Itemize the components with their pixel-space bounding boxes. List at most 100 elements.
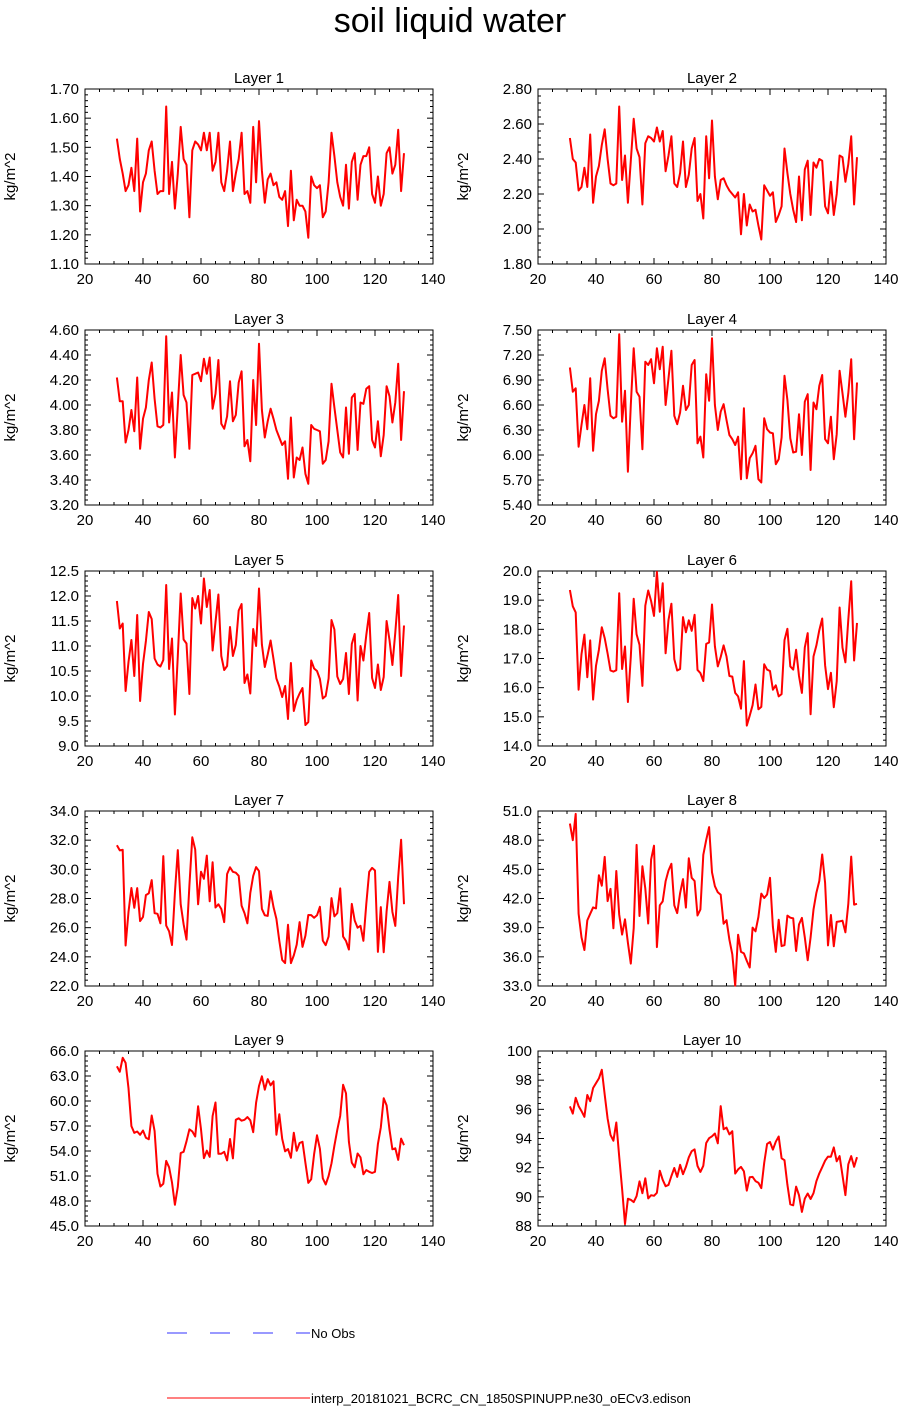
x-tick-label-3-4: 100 xyxy=(304,512,329,529)
y-tick-label-5-1: 9.5 xyxy=(58,713,79,730)
x-tick-label-1-6: 140 xyxy=(420,271,445,288)
y-tick-label-8-1: 36.0 xyxy=(503,949,532,966)
x-tick-label-4-1: 40 xyxy=(588,512,605,529)
panel-layer-7: Layer 7 kg/m^2 20 40 60 80 100 120 140 22.0 24.0 26… xyxy=(2,792,446,1010)
y-tick-label-10-1: 90 xyxy=(515,1189,532,1206)
x-tick-label-7-2: 60 xyxy=(193,993,210,1010)
y-tick-label-4-6: 7.20 xyxy=(503,347,532,364)
y-tick-label-4-7: 7.50 xyxy=(503,322,532,339)
y-tick-label-8-4: 45.0 xyxy=(503,861,532,878)
x-tick-label-5-6: 140 xyxy=(420,753,445,770)
plot-frame-8 xyxy=(537,810,887,987)
y-tick-label-2-5: 2.80 xyxy=(503,81,532,98)
series-line-5-model xyxy=(115,577,405,726)
y-tick-label-5-5: 11.5 xyxy=(51,613,79,630)
y-tick-label-9-6: 63.0 xyxy=(50,1068,79,1085)
x-tick-label-6-3: 80 xyxy=(704,753,721,770)
y-tick-label-6-1: 15.0 xyxy=(503,709,532,726)
x-tick-label-8-6: 140 xyxy=(873,993,898,1010)
series-line-3-model xyxy=(115,335,405,485)
y-tick-label-4-3: 6.30 xyxy=(503,422,532,439)
series-line-10-model xyxy=(568,1068,858,1225)
y-tick-label-3-7: 4.60 xyxy=(50,322,79,339)
y-axis-label-5: kg/m^2 xyxy=(2,635,19,683)
panel-layer-5: Layer 5 kg/m^2 20 40 60 80 100 120 140 9.0 9.5 10.0… xyxy=(2,552,446,770)
panel-layer-2: Layer 2 kg/m^2 20 40 60 80 100 120 140 1.80 2.00 2.… xyxy=(455,70,899,288)
y-axis-label-10: kg/m^2 xyxy=(455,1115,472,1163)
series-line-7-model xyxy=(116,836,405,965)
y-tick-label-5-3: 10.5 xyxy=(50,663,79,680)
y-tick-label-2-0: 1.80 xyxy=(503,256,532,273)
y-axis-label-8: kg/m^2 xyxy=(455,875,472,923)
x-tick-label-6-0: 20 xyxy=(530,753,547,770)
legend-no-obs-label: No Obs xyxy=(311,1326,356,1341)
y-tick-label-5-4: 11.0 xyxy=(51,638,79,655)
x-tick-label-9-2: 60 xyxy=(193,1233,210,1250)
x-tick-label-2-4: 100 xyxy=(757,271,782,288)
y-tick-label-6-6: 20.0 xyxy=(503,563,532,580)
x-tick-label-8-0: 20 xyxy=(530,993,547,1010)
y-tick-label-4-5: 6.90 xyxy=(503,372,532,389)
y-axis-label-4: kg/m^2 xyxy=(455,394,472,442)
y-tick-label-7-3: 28.0 xyxy=(50,891,79,908)
x-tick-label-4-2: 60 xyxy=(646,512,663,529)
y-tick-label-7-5: 32.0 xyxy=(50,832,79,849)
x-tick-label-4-5: 120 xyxy=(815,512,840,529)
y-tick-label-3-6: 4.40 xyxy=(50,347,79,364)
y-tick-label-1-1: 1.20 xyxy=(50,227,79,244)
y-tick-label-7-4: 30.0 xyxy=(50,861,79,878)
panel-layer-9: Layer 9 kg/m^2 20 40 60 80 100 120 140 45.0 48.0 51… xyxy=(2,1032,446,1250)
x-tick-label-6-1: 40 xyxy=(588,753,605,770)
x-tick-label-1-1: 40 xyxy=(135,271,152,288)
panel-title-9: Layer 9 xyxy=(234,1032,284,1049)
y-tick-label-1-3: 1.40 xyxy=(50,169,79,186)
y-tick-label-4-1: 5.70 xyxy=(503,472,532,489)
x-tick-label-7-6: 140 xyxy=(420,993,445,1010)
y-tick-label-3-5: 4.20 xyxy=(50,372,79,389)
x-tick-label-1-0: 20 xyxy=(77,271,94,288)
y-tick-label-2-3: 2.40 xyxy=(503,151,532,168)
x-tick-label-8-2: 60 xyxy=(646,993,663,1010)
panel-title-5: Layer 5 xyxy=(234,552,284,569)
x-tick-label-4-4: 100 xyxy=(757,512,782,529)
x-tick-label-6-6: 140 xyxy=(873,753,898,770)
x-tick-label-9-4: 100 xyxy=(304,1233,329,1250)
x-tick-label-10-1: 40 xyxy=(588,1233,605,1250)
x-tick-label-3-0: 20 xyxy=(77,512,94,529)
y-tick-label-10-2: 92 xyxy=(515,1160,532,1177)
y-tick-label-6-3: 17.0 xyxy=(503,651,532,668)
y-tick-label-7-6: 34.0 xyxy=(50,803,79,820)
y-tick-label-4-0: 5.40 xyxy=(503,497,532,514)
x-tick-label-10-2: 60 xyxy=(646,1233,663,1250)
y-tick-label-5-7: 12.5 xyxy=(50,563,79,580)
y-tick-label-10-5: 98 xyxy=(515,1072,532,1089)
panel-title-7: Layer 7 xyxy=(234,792,284,809)
x-tick-label-8-3: 80 xyxy=(704,993,721,1010)
series-line-1-model xyxy=(115,105,405,239)
y-tick-label-6-0: 14.0 xyxy=(503,738,532,755)
y-tick-label-8-2: 39.0 xyxy=(503,920,532,937)
y-tick-label-4-2: 6.00 xyxy=(503,447,532,464)
x-tick-label-10-0: 20 xyxy=(530,1233,547,1250)
x-tick-label-3-5: 120 xyxy=(362,512,387,529)
y-tick-label-9-1: 48.0 xyxy=(50,1193,79,1210)
x-tick-label-7-5: 120 xyxy=(362,993,387,1010)
panel-layer-10: Layer 10 kg/m^2 20 40 60 80 100 120 140 88 90 92 94 9… xyxy=(455,1032,899,1250)
x-tick-label-8-1: 40 xyxy=(588,993,605,1010)
y-tick-label-10-4: 96 xyxy=(515,1101,532,1118)
x-tick-label-8-5: 120 xyxy=(815,993,840,1010)
y-tick-label-1-5: 1.60 xyxy=(50,110,79,127)
x-tick-label-9-1: 40 xyxy=(135,1233,152,1250)
x-tick-label-4-0: 20 xyxy=(530,512,547,529)
x-tick-label-8-4: 100 xyxy=(757,993,782,1010)
panel-title-3: Layer 3 xyxy=(234,311,284,328)
x-tick-label-2-5: 120 xyxy=(815,271,840,288)
y-axis-label-2: kg/m^2 xyxy=(455,153,472,201)
y-tick-label-4-4: 6.60 xyxy=(503,397,532,414)
y-tick-label-3-2: 3.60 xyxy=(50,447,79,464)
y-tick-label-5-2: 10.0 xyxy=(50,688,79,705)
panel-title-6: Layer 6 xyxy=(687,552,737,569)
plot-frame-10 xyxy=(537,1050,887,1227)
figure-title: soil liquid water xyxy=(334,2,566,40)
y-tick-label-5-0: 9.0 xyxy=(58,738,79,755)
